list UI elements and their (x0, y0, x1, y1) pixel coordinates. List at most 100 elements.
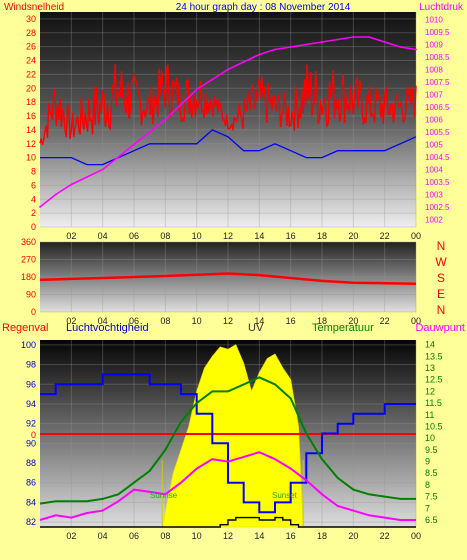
series-dauwpunt (39, 451, 416, 521)
x-tick-label: 12 (223, 231, 233, 241)
point-pressure (148, 131, 151, 133)
direction-time-axis: 02 04 06 08 10 12 14 16 18 20 22 00 (66, 316, 421, 326)
x-tick-label: 16 (286, 316, 296, 326)
direction-s: S (437, 271, 445, 285)
y-tick-label: 98 (26, 360, 36, 370)
wind-series (39, 36, 417, 208)
y2-tick-label: 1005.5 (425, 128, 450, 137)
uv-label: UV (248, 322, 264, 334)
series-temperatuur (39, 376, 416, 505)
x-tick-label: 16 (286, 531, 296, 541)
point-pressure (305, 43, 308, 46)
y2-tick-label: 14 (425, 340, 435, 350)
x-tick-label: 10 (192, 531, 202, 541)
chart-title: 24 hour graph day : 08 November 2014 (176, 2, 351, 13)
y-tick-label: 2 (31, 208, 36, 218)
wind-speed-label: Windsnelheid (4, 2, 64, 13)
point-pressure (258, 53, 261, 56)
y2-tick-label: 1005 (425, 141, 443, 150)
y2-tick-label: 10.5 (425, 421, 443, 431)
point-pressure (383, 41, 386, 43)
direction-w: W (435, 255, 447, 269)
y-tick-label: 88 (26, 458, 36, 468)
y-tick-label: 30 (26, 14, 36, 24)
series-uv (161, 344, 304, 528)
x-tick-label: 14 (254, 231, 264, 241)
y2-tick-label: 10 (425, 433, 435, 443)
y-tick-label: 360 (21, 237, 36, 247)
y2-tick-label: 1004 (425, 166, 443, 175)
point-pressure (54, 193, 57, 196)
x-tick-label: 04 (98, 231, 108, 241)
x-tick-label: 18 (317, 231, 327, 241)
x-tick-label: 00 (411, 531, 421, 541)
wind-time-axis: 02 04 06 08 10 12 14 16 18 20 22 00 (66, 231, 421, 241)
y-tick-label: 90 (26, 290, 36, 300)
x-tick-label: 04 (98, 531, 108, 541)
x-tick-label: 10 (192, 316, 202, 326)
y-tick-label: 8 (31, 167, 36, 177)
y-tick-label: 100 (21, 340, 36, 350)
direction-series (39, 272, 417, 286)
x-tick-label: 14 (254, 531, 264, 541)
x-tick-label: 22 (380, 316, 390, 326)
series-luchtvochtigheid (40, 373, 416, 514)
wind-grid (40, 12, 417, 228)
x-tick-label: 22 (380, 231, 390, 241)
y2-tick-label: 1009 (425, 41, 443, 50)
humidity-label: Luchtvochtigheid (66, 322, 149, 334)
point-pressure (352, 36, 355, 38)
y2-tick-label: 6.5 (425, 515, 438, 525)
x-tick-label: 12 (223, 316, 233, 326)
y2-tick-label: 12 (425, 386, 435, 396)
y2-tick-label: 1007.5 (425, 78, 450, 87)
y-tick-label: 94 (26, 399, 36, 409)
point-pressure (70, 183, 73, 186)
y-tick-label: 14 (26, 125, 36, 135)
y2-tick-label: 1002.5 (425, 203, 450, 212)
y2-tick-label: 1006 (425, 116, 443, 125)
x-tick-label: 06 (129, 316, 139, 326)
y-tick-label: 0 (31, 222, 36, 232)
series-wind-direction (39, 272, 417, 286)
y-tick-label: 22 (26, 69, 36, 79)
x-tick-label: 00 (411, 316, 421, 326)
y-tick-label: 92 (26, 419, 36, 429)
y2-tick-label: 1002 (425, 216, 443, 225)
y-tick-label: 26 (26, 42, 36, 52)
x-tick-label: 02 (66, 231, 76, 241)
x-tick-label: 20 (348, 531, 358, 541)
point-pressure (39, 206, 41, 208)
direction-n-bottom: N (437, 303, 446, 317)
point-pressure (242, 61, 245, 63)
x-tick-label: 08 (160, 231, 170, 241)
point-pressure (274, 48, 276, 51)
point-pressure (86, 176, 88, 178)
x-tick-label: 04 (98, 316, 108, 326)
y2-tick-label: 1008 (425, 66, 443, 75)
x-tick-label: 22 (380, 531, 390, 541)
point-pressure (164, 118, 167, 121)
y2-tick-label: 1003 (425, 191, 443, 200)
y-tick-label: 0 (31, 307, 36, 317)
y2-tick-label: 1006.5 (425, 103, 450, 112)
y2-tick-label: 11.5 (425, 398, 442, 408)
y2-tick-label: 9 (425, 457, 430, 467)
point-pressure (321, 41, 323, 43)
x-tick-label: 20 (348, 316, 358, 326)
x-tick-label: 02 (66, 531, 76, 541)
x-tick-label: 16 (286, 231, 296, 241)
humidity-axis: 82 84 86 88 90 92 94 96 98 100 (21, 340, 36, 527)
y2-tick-label: 7.5 (425, 492, 438, 502)
y-tick-label: 6 (31, 180, 36, 190)
y2-tick-label: 9.5 (425, 445, 438, 455)
y-tick-label: 86 (26, 478, 36, 488)
y2-tick-label: 12.5 (425, 375, 443, 385)
wind-plot-area (40, 12, 416, 227)
x-tick-label: 08 (160, 531, 170, 541)
x-tick-label: 10 (192, 231, 202, 241)
